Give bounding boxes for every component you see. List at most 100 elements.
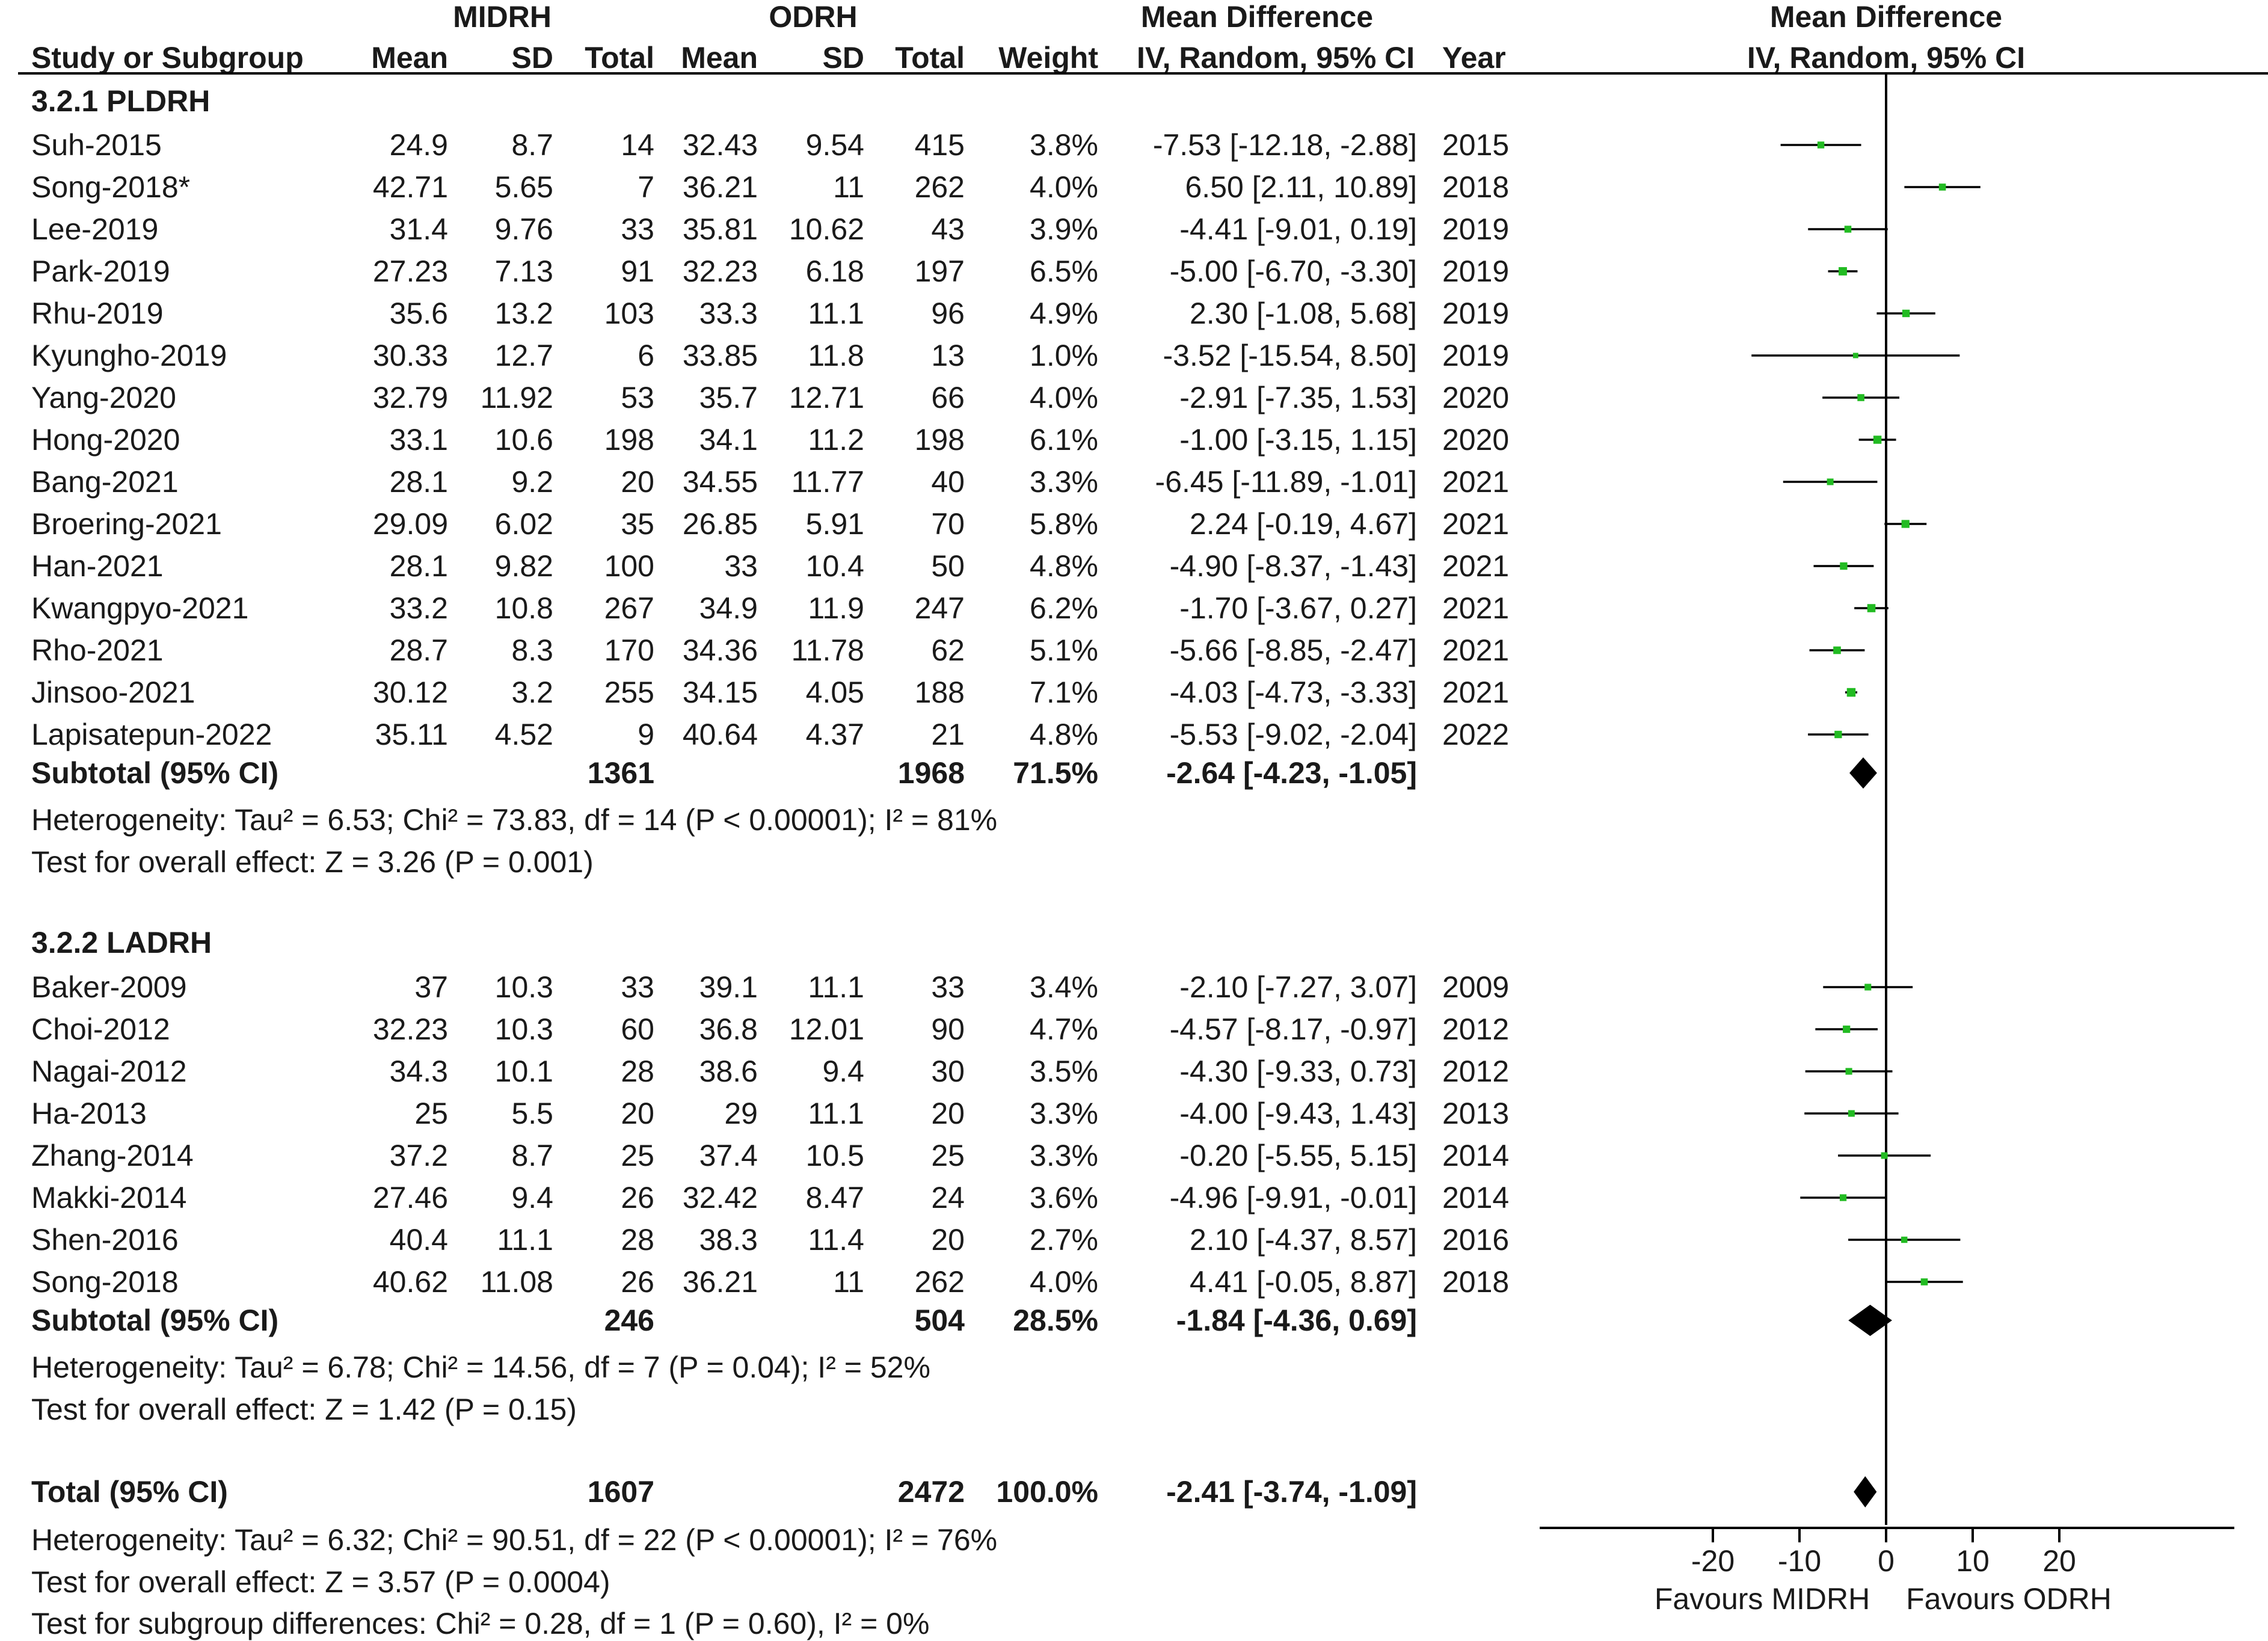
odrh-total: 21 [931,718,965,751]
midrh-mean: 29.09 [373,507,448,541]
effect-header: Mean Difference [1141,0,1373,34]
study-year: 2016 [1442,1223,1509,1257]
total-midrh-total: 1607 [588,1475,654,1509]
midrh-sd: 10.8 [495,591,553,625]
midrh-sd: 12.7 [495,339,553,372]
odrh-mean: 37.4 [699,1139,758,1172]
effect-marker [1864,984,1872,991]
odrh-mean: 26.85 [683,507,758,541]
group2-header: ODRH [769,0,857,34]
odrh-total: 20 [931,1223,965,1257]
odrh-total: 262 [915,1265,965,1299]
effect-marker [1902,309,1910,318]
midrh-mean: 35.11 [375,718,448,751]
midrh-sd: 10.6 [495,423,553,457]
study-weight: 3.9% [1030,212,1098,246]
odrh-total: 43 [931,212,965,246]
subtotal-weight: 71.5% [1013,756,1098,790]
odrh-sd: 4.05 [806,676,864,709]
midrh-total: 170 [604,633,654,667]
midrh-total: 6 [638,339,654,372]
effect-marker [1845,1068,1852,1075]
x-tick-label: 20 [2042,1544,2076,1578]
midrh-total: 14 [621,128,654,162]
subtotal-diamond [1849,757,1877,789]
col-mean-2: Mean [681,41,758,75]
odrh-mean: 38.6 [699,1054,758,1088]
midrh-sd: 9.4 [511,1181,553,1215]
study-name: Kwangpyo-2021 [31,591,248,625]
midrh-sd: 11.1 [497,1223,553,1257]
study-year: 2019 [1442,339,1509,372]
odrh-sd: 11.1 [808,970,864,1004]
odrh-total: 40 [931,465,965,499]
study-ci: -1.70 [-3.67, 0.27] [1179,591,1417,625]
study-name: Suh-2015 [31,128,162,162]
midrh-mean: 33.2 [390,591,448,625]
odrh-sd: 10.5 [806,1139,864,1172]
study-weight: 4.8% [1030,718,1098,751]
midrh-sd: 9.2 [511,465,553,499]
odrh-total: 197 [915,254,965,288]
midrh-total: 25 [621,1139,654,1172]
study-year: 2014 [1442,1181,1509,1215]
study-weight: 3.4% [1030,970,1098,1004]
col-total-2: Total [895,41,965,75]
odrh-sd: 8.47 [806,1181,864,1215]
odrh-sd: 11 [833,170,864,204]
midrh-sd: 8.7 [511,128,553,162]
total-diamond [1854,1476,1877,1507]
odrh-mean: 39.1 [699,970,758,1004]
study-weight: 3.8% [1030,128,1098,162]
study-ci: -5.00 [-6.70, -3.30] [1170,254,1417,288]
study-weight: 1.0% [1030,339,1098,372]
study-year: 2012 [1442,1054,1509,1088]
study-ci: 2.10 [-4.37, 8.57] [1190,1223,1417,1257]
study-ci: -7.53 [-12.18, -2.88] [1153,128,1417,162]
odrh-sd: 11.1 [808,1097,864,1130]
study-ci: 6.50 [2.11, 10.89] [1185,170,1418,204]
study-name: Lee-2019 [31,212,158,246]
midrh-total: 26 [621,1181,654,1215]
subgroup-heterogeneity: Heterogeneity: Tau² = 6.53; Chi² = 73.83… [31,803,997,837]
study-ci: -4.30 [-9.33, 0.73] [1179,1054,1417,1088]
study-name: Rho-2021 [31,633,164,667]
subgroup-overall-effect: Test for overall effect: Z = 1.42 (P = 0… [31,1393,577,1426]
effect-marker [1881,1152,1888,1159]
col-plot-sub: IV, Random, 95% CI [1747,41,2025,75]
odrh-mean: 34.15 [683,676,758,709]
midrh-mean: 25 [414,1097,448,1130]
subtotal-midrh-total: 246 [604,1304,654,1337]
col-study: Study or Subgroup [31,41,304,75]
total-weight: 100.0% [996,1475,1098,1509]
midrh-mean: 27.23 [373,254,448,288]
study-ci: -4.00 [-9.43, 1.43] [1179,1097,1417,1130]
study-name: Song-2018 [31,1265,179,1299]
odrh-sd: 11.2 [808,423,864,457]
midrh-total: 267 [604,591,654,625]
study-year: 2019 [1442,212,1509,246]
midrh-total: 7 [638,170,654,204]
midrh-mean: 30.33 [373,339,448,372]
effect-marker [1840,562,1848,570]
study-name: Lapisatepun-2022 [31,718,272,751]
odrh-mean: 38.3 [699,1223,758,1257]
odrh-total: 33 [931,970,965,1004]
total-overall-effect: Test for overall effect: Z = 3.57 (P = 0… [31,1565,610,1599]
odrh-sd: 11.77 [791,465,864,499]
study-name: Song-2018* [31,170,190,204]
study-ci: -4.41 [-9.01, 0.19] [1179,212,1417,246]
midrh-total: 28 [621,1223,654,1257]
effect-marker [1843,1025,1851,1033]
odrh-mean: 35.7 [699,381,758,414]
midrh-total: 20 [621,1097,654,1130]
study-year: 2021 [1442,549,1509,583]
odrh-sd: 12.71 [789,381,864,414]
x-tick-label: -20 [1691,1544,1735,1578]
midrh-sd: 13.2 [495,297,553,330]
subtotal-midrh-total: 1361 [588,756,654,790]
study-name: Zhang-2014 [31,1139,194,1172]
plot-header: Mean Difference [1770,0,2002,34]
study-ci: -1.00 [-3.15, 1.15] [1179,423,1417,457]
odrh-sd: 11.1 [808,297,864,330]
